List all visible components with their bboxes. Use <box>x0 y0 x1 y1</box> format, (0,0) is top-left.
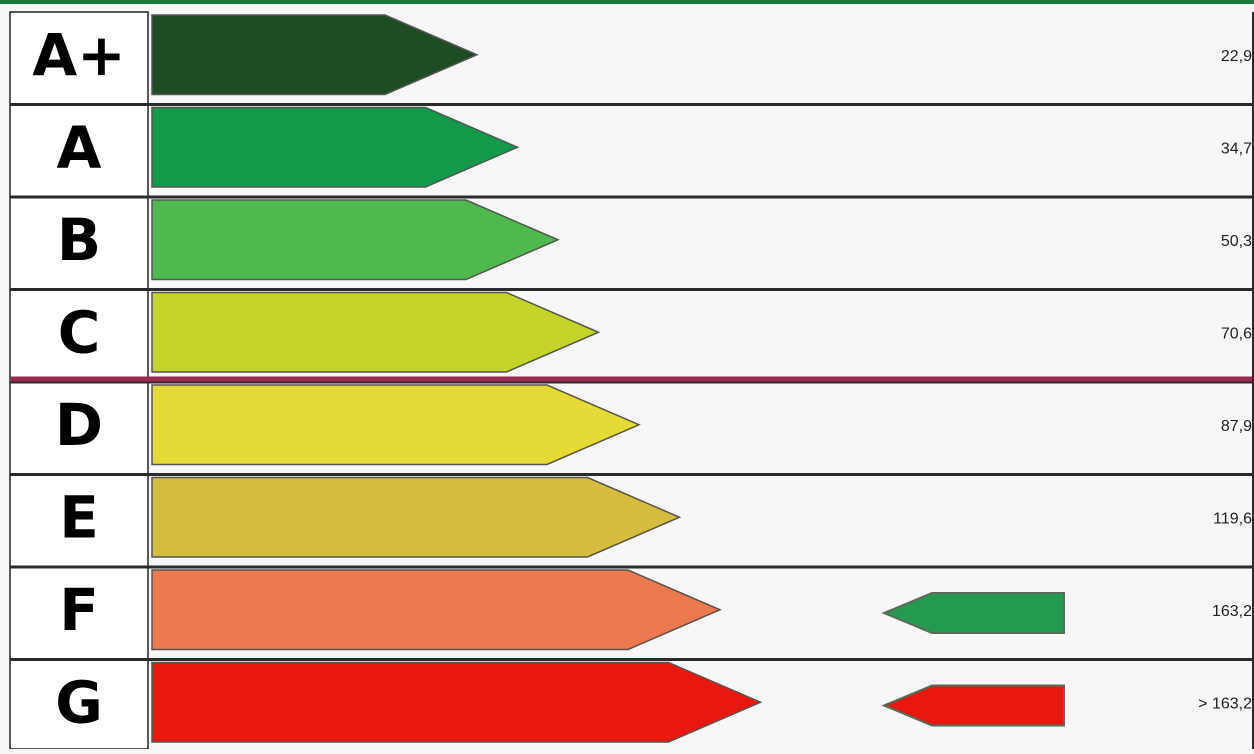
row-a-arrow-bar <box>151 106 520 188</box>
row-g-arrow-bar <box>151 661 763 743</box>
indicator-arrow-g <box>881 684 1065 727</box>
row-a-threshold-value: 34,7 <box>1221 140 1252 157</box>
row-e-grade-label: E <box>59 483 99 551</box>
row-f-threshold-value: 163,2 <box>1212 603 1252 620</box>
indicator-arrow-f <box>881 592 1065 634</box>
row-f-grade-label: F <box>59 576 99 644</box>
row-c-threshold-value: 70,6 <box>1221 325 1252 342</box>
top-border <box>0 0 1254 4</box>
row-a-plus-arrow-bar <box>151 14 479 96</box>
row-d-threshold-value: 87,9 <box>1221 418 1252 435</box>
row-a-plus-grade-label: A+ <box>32 21 126 89</box>
row-a-plus-threshold-value: 22,9 <box>1221 48 1252 65</box>
row-f-arrow-bar <box>151 569 722 651</box>
row-a-grade-label: A <box>57 113 102 181</box>
row-d-arrow-bar <box>151 384 641 466</box>
row-c-arrow-bar <box>151 291 601 373</box>
row-d-grade-label: D <box>55 391 103 459</box>
row-b-grade-label: B <box>57 206 101 274</box>
row-b-arrow-bar <box>151 199 560 281</box>
row-e-threshold-value: 119,6 <box>1213 510 1252 527</box>
row-b-threshold-value: 50,3 <box>1221 233 1252 250</box>
row-g-grade-label: G <box>55 668 103 736</box>
row-c-grade-label: C <box>58 298 101 366</box>
row-g-threshold-value: > 163,2 <box>1198 695 1252 712</box>
row-e-arrow-bar <box>151 476 682 558</box>
